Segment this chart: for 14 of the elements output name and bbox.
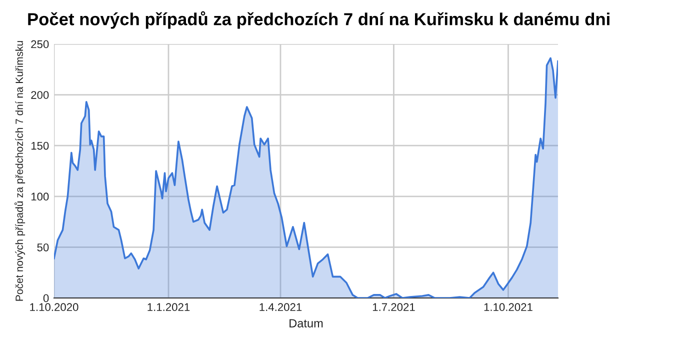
y-tick-label: 250 [31,40,49,48]
y-tick-label: 100 [31,192,49,201]
chart-title: Počet nových případů za předchozích 7 dní na Kuřimsku k danému dni [28,11,610,29]
y-tick-label: 50 [37,243,49,252]
y-tick-label: 150 [31,142,49,150]
x-axis-title: Datum [290,319,323,328]
x-tick-label: 1.1.2021 [148,303,190,312]
x-tick-label: 1.7.2021 [372,303,415,312]
y-tick-label: 200 [31,91,49,99]
x-tick-label: 1.4.2021 [260,303,302,312]
y-axis-title: Počet nových případů za předchozích 7 dní na Kuřimsku [14,41,26,301]
x-tick-label: 1.10.2020 [30,303,78,312]
y-tick-label: 0 [43,294,49,302]
x-tick-label: 1.10.2021 [484,303,532,312]
